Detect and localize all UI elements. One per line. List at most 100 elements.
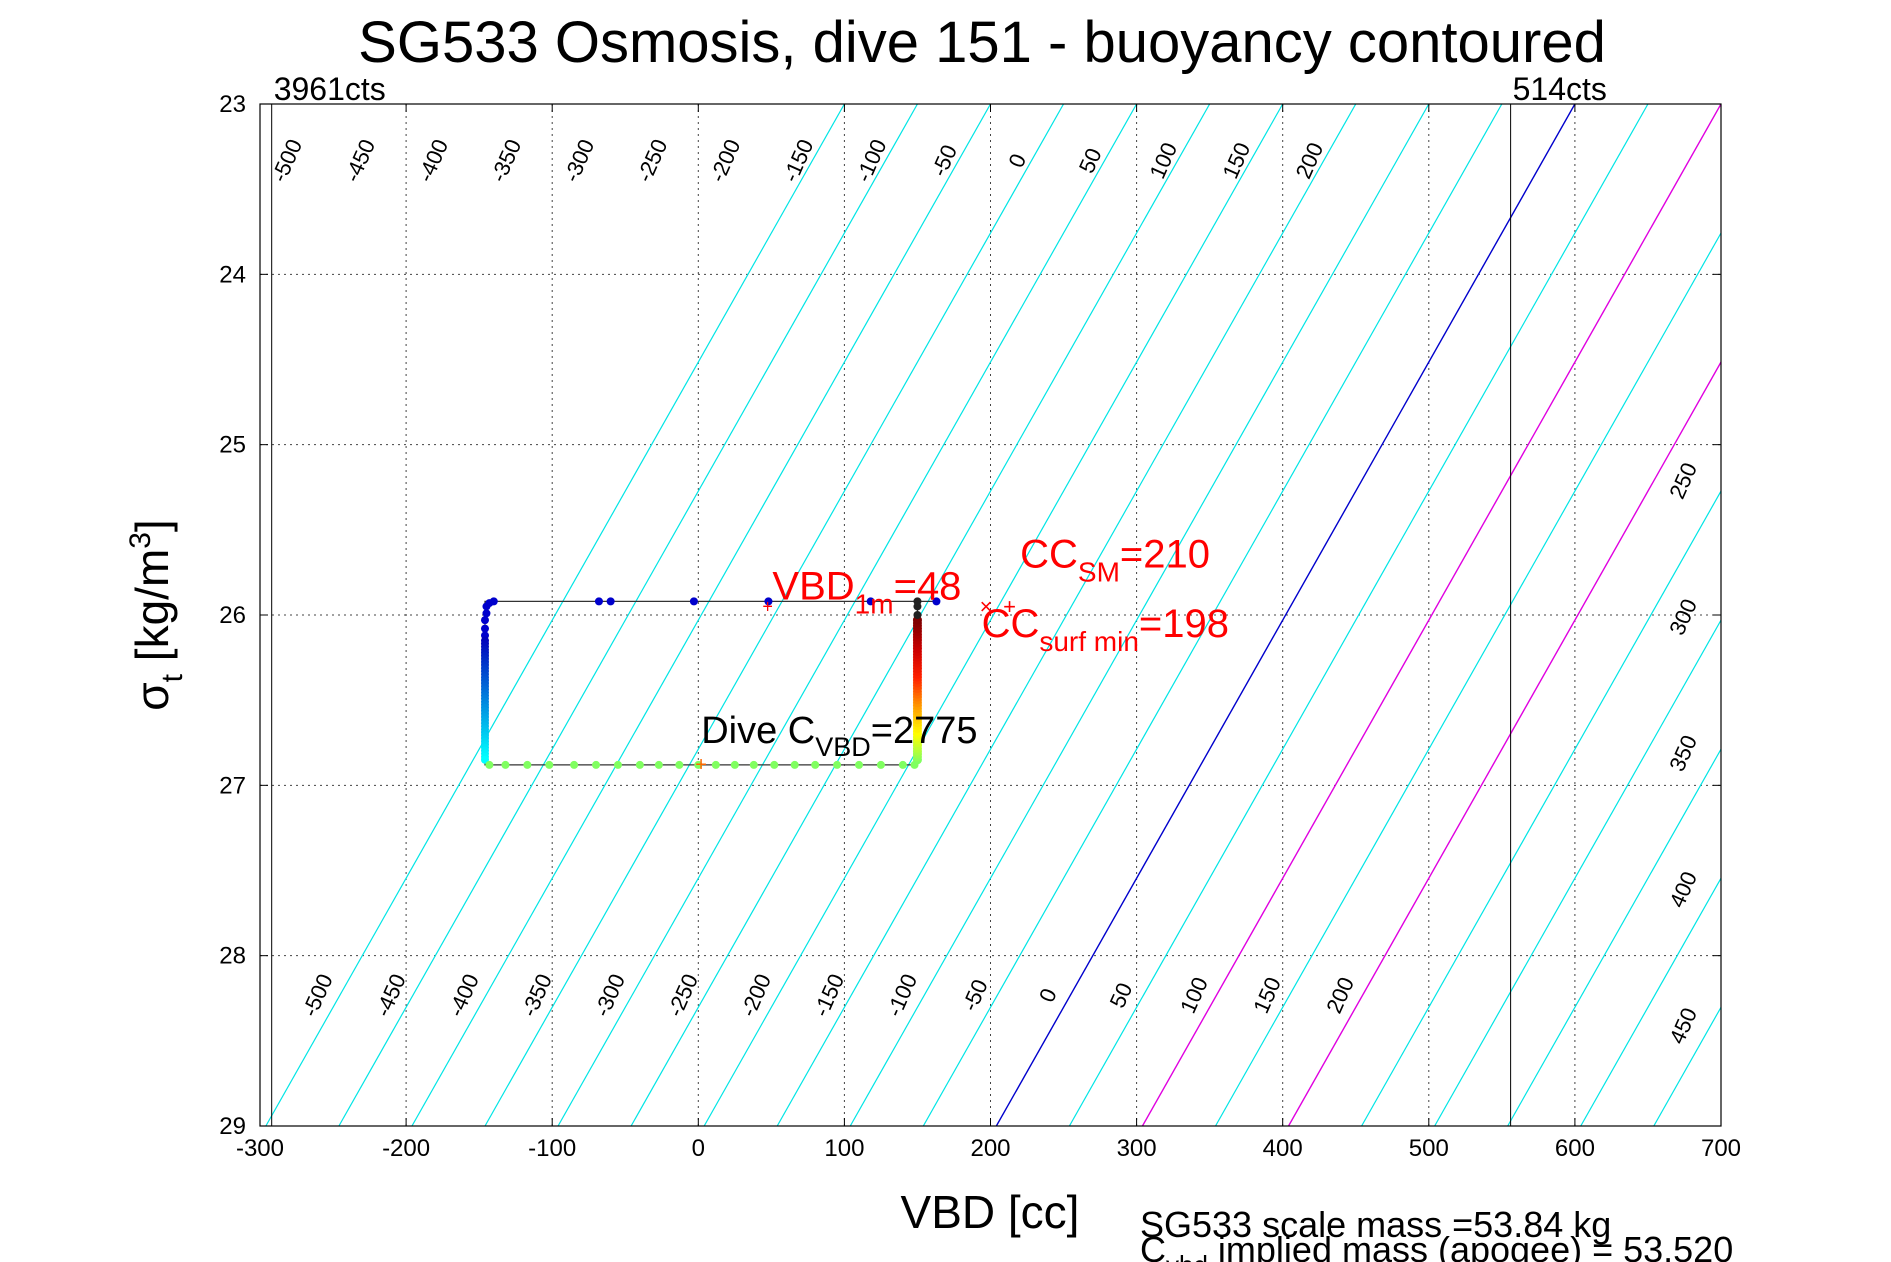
ascent-point <box>913 611 922 619</box>
contour-line <box>557 104 1138 1126</box>
y-tick-label: 27 <box>219 772 246 799</box>
contour-line <box>849 104 1430 1126</box>
bottom-point <box>855 760 864 769</box>
y-axis-label-sup: 3 <box>124 532 157 549</box>
dive-cvbd-label-value: =2775 <box>871 710 978 752</box>
vbd1m-label-main: VBD <box>772 564 854 608</box>
bottom-point <box>675 760 684 769</box>
descent-point <box>764 597 773 606</box>
bottom-point <box>833 760 842 769</box>
y-axis-label-main: σ <box>126 682 178 710</box>
footer-implied-mass-sub: vbd <box>1166 1250 1208 1262</box>
ccsm-marker: + <box>1003 594 1016 619</box>
max-vbd-counts-label: 514cts <box>1513 71 1607 107</box>
bottom-point <box>876 760 885 769</box>
y-axis-label-sub: t <box>156 673 189 682</box>
contour-line <box>1361 489 1721 1126</box>
bottom-point <box>523 760 532 769</box>
bottom-point <box>592 760 601 769</box>
contour-line <box>995 104 1576 1126</box>
vbd-limit-lines: 3961cts 514cts <box>271 71 1607 1126</box>
descent-point <box>866 597 875 606</box>
x-tick-label: 600 <box>1555 1135 1595 1162</box>
vbd1m-marker: + <box>762 596 773 616</box>
x-axis-label: VBD [cc] <box>901 1186 1080 1238</box>
dive-cvbd-marker: + <box>695 754 707 776</box>
bottom-point <box>898 760 907 769</box>
bottom-point <box>811 760 820 769</box>
dive-path <box>480 597 941 769</box>
contour-line <box>265 104 845 1126</box>
descent-point <box>932 597 941 606</box>
dive-cvbd-label-sub: VBD <box>815 732 871 762</box>
footer-scale-mass: SG533 scale mass =53.84 kg <box>1140 1204 1611 1245</box>
bottom-point <box>654 760 663 769</box>
y-axis-label-units: [kg/m <box>126 549 178 674</box>
descent-point <box>594 597 603 606</box>
y-axis-label-close: ] <box>126 519 178 532</box>
x-tick-label: 300 <box>1117 1135 1157 1162</box>
bottom-point <box>485 760 494 769</box>
x-tick-label: 700 <box>1701 1135 1741 1162</box>
x-tick-label: -100 <box>528 1135 576 1162</box>
dive-cvbd-label: Dive CVBD=2775 <box>701 710 977 762</box>
descent-point <box>689 597 698 606</box>
ccsurf-marker: × <box>980 594 993 619</box>
buoyancy-contours <box>265 104 1721 1126</box>
bottom-point <box>545 760 554 769</box>
vbd1m-label-sub: 1m <box>855 588 894 619</box>
vbd1m-label: VBD1m=48 <box>772 564 961 619</box>
y-tick-label: 28 <box>219 943 246 970</box>
x-tick-label: 100 <box>824 1135 864 1162</box>
contour-line <box>922 104 1503 1126</box>
x-tick-label: 500 <box>1409 1135 1449 1162</box>
axes: -300 -200 -100 0 100 200 300 400 500 600 700 23 24 25… <box>219 91 1741 1162</box>
descent-point <box>482 602 491 611</box>
contour-line <box>1068 104 1649 1126</box>
bottom-point <box>711 760 720 769</box>
ascent-point <box>913 597 922 606</box>
y-tick-label: 25 <box>219 432 246 459</box>
bottom-point <box>501 760 510 769</box>
bottom-point <box>635 760 644 769</box>
bottom-point <box>749 760 758 769</box>
contour-line <box>1287 360 1721 1126</box>
footer-implied-mass-rest: implied mass (apogee) = 53.520 <box>1208 1229 1733 1262</box>
x-tick-label: 200 <box>970 1135 1010 1162</box>
y-tick-label: 23 <box>219 91 246 118</box>
bottom-point <box>570 760 579 769</box>
ccsurf-label-sub: surf min <box>1039 626 1139 657</box>
contour-line <box>1434 618 1721 1126</box>
vbd1m-label-value: =48 <box>894 564 962 608</box>
ccsurf-label-value: =198 <box>1139 602 1229 646</box>
contour-line <box>1141 104 1721 1126</box>
descent-point <box>482 609 491 618</box>
contour-line <box>1507 747 1721 1126</box>
contour-line <box>411 104 992 1126</box>
contour-line <box>1580 877 1721 1126</box>
x-tick-label: -200 <box>382 1135 430 1162</box>
contour-line <box>1214 231 1721 1126</box>
ccsm-label-main: CC <box>1020 532 1078 576</box>
descent-point <box>606 597 615 606</box>
contour-line <box>776 104 1357 1126</box>
ccsm-label-sub: SM <box>1078 556 1120 587</box>
y-tick-label: 24 <box>219 261 246 288</box>
contour-line <box>338 104 918 1126</box>
y-axis-label: σt [kg/m3] <box>124 519 189 710</box>
bottom-point <box>613 760 622 769</box>
chart-title: SG533 Osmosis, dive 151 - buoyancy conto… <box>358 10 1606 75</box>
bottom-point <box>790 760 799 769</box>
footer-implied-mass-main: C <box>1140 1229 1166 1262</box>
descent-point <box>480 616 489 625</box>
ccsm-label-value: =210 <box>1120 532 1210 576</box>
dive-cvbd-label-main: Dive C <box>701 710 815 752</box>
x-tick-label: 400 <box>1263 1135 1303 1162</box>
descent-point <box>480 624 489 633</box>
bottom-point <box>730 760 739 769</box>
y-tick-label: 29 <box>219 1113 246 1140</box>
x-tick-label: 0 <box>692 1135 705 1162</box>
